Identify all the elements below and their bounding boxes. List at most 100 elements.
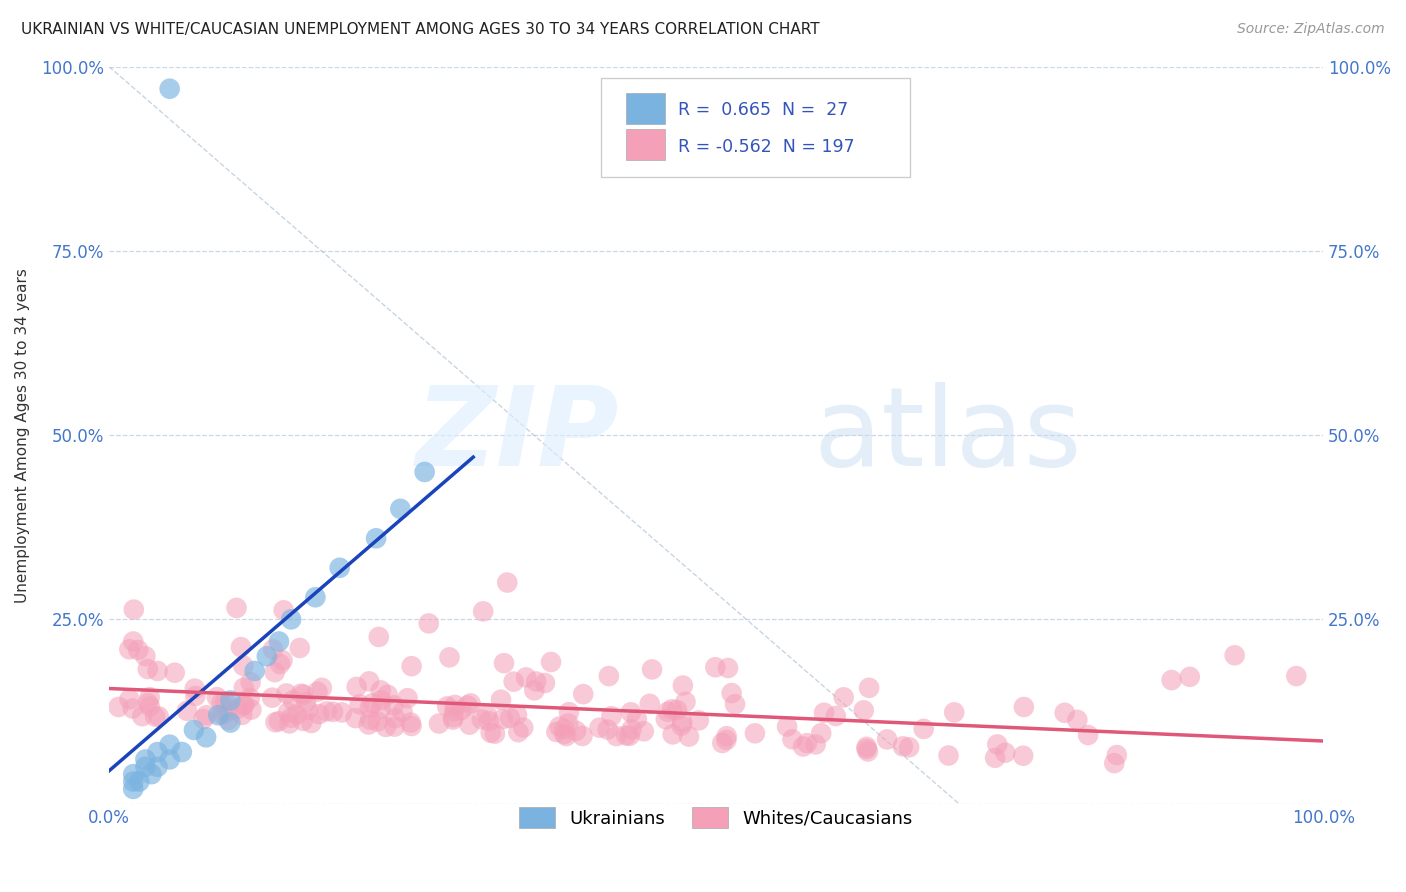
- Point: [782, 732, 804, 747]
- Point: [232, 658, 254, 673]
- Point: [672, 678, 695, 692]
- Point: [986, 738, 1008, 752]
- Point: [225, 600, 247, 615]
- Point: [107, 700, 129, 714]
- Point: [524, 674, 547, 689]
- Point: [291, 714, 314, 728]
- Point: [460, 697, 482, 711]
- Point: [215, 705, 238, 719]
- Point: [344, 711, 367, 725]
- Point: [256, 649, 278, 664]
- Point: [548, 720, 571, 734]
- Point: [912, 722, 935, 736]
- Point: [626, 712, 648, 726]
- Point: [401, 719, 423, 733]
- Point: [508, 725, 530, 739]
- Point: [620, 723, 643, 737]
- Point: [1077, 728, 1099, 742]
- Point: [523, 683, 546, 698]
- Point: [122, 602, 145, 616]
- Point: [1104, 756, 1126, 771]
- Point: [281, 693, 304, 707]
- Point: [176, 704, 198, 718]
- Point: [184, 689, 207, 703]
- Point: [413, 465, 436, 479]
- Text: ZIP: ZIP: [415, 382, 619, 489]
- Point: [418, 616, 440, 631]
- Point: [278, 716, 301, 731]
- Point: [159, 738, 181, 752]
- Point: [858, 681, 880, 695]
- FancyBboxPatch shape: [626, 93, 665, 124]
- Point: [557, 716, 579, 731]
- Point: [207, 708, 229, 723]
- Point: [195, 731, 218, 745]
- Point: [273, 603, 295, 617]
- Point: [267, 714, 290, 728]
- Point: [357, 717, 380, 731]
- Point: [209, 696, 232, 710]
- Point: [512, 721, 534, 735]
- Point: [134, 760, 156, 774]
- Point: [633, 724, 655, 739]
- Point: [605, 729, 627, 743]
- Point: [450, 703, 472, 717]
- Point: [876, 732, 898, 747]
- Point: [295, 695, 318, 709]
- Point: [804, 738, 827, 752]
- Point: [427, 716, 450, 731]
- Point: [506, 707, 529, 722]
- Point: [389, 501, 412, 516]
- Point: [458, 717, 481, 731]
- Point: [796, 736, 818, 750]
- Point: [297, 703, 319, 717]
- Point: [382, 698, 405, 713]
- Point: [994, 746, 1017, 760]
- Point: [290, 687, 312, 701]
- Point: [1160, 673, 1182, 687]
- Point: [139, 699, 162, 714]
- Point: [292, 688, 315, 702]
- Point: [614, 729, 637, 743]
- Point: [367, 714, 389, 729]
- Point: [479, 725, 502, 739]
- Point: [263, 665, 285, 680]
- Point: [943, 706, 966, 720]
- Point: [499, 711, 522, 725]
- Point: [475, 707, 498, 722]
- Point: [370, 683, 392, 698]
- Point: [143, 709, 166, 723]
- Point: [159, 81, 181, 95]
- Point: [515, 670, 537, 684]
- Point: [443, 704, 465, 718]
- Point: [484, 726, 506, 740]
- Point: [553, 727, 575, 741]
- Point: [492, 656, 515, 670]
- Point: [399, 715, 422, 730]
- Point: [641, 662, 664, 676]
- Point: [195, 708, 218, 723]
- Point: [1285, 669, 1308, 683]
- Point: [183, 723, 205, 737]
- Point: [571, 729, 593, 743]
- Point: [243, 664, 266, 678]
- Point: [262, 690, 284, 705]
- Point: [810, 726, 832, 740]
- Point: [184, 681, 207, 696]
- Point: [233, 698, 256, 712]
- Point: [330, 706, 353, 720]
- Point: [824, 709, 846, 723]
- Point: [146, 745, 169, 759]
- Point: [619, 729, 641, 743]
- Point: [441, 713, 464, 727]
- Point: [118, 642, 141, 657]
- Point: [1066, 713, 1088, 727]
- Point: [439, 650, 461, 665]
- Y-axis label: Unemployment Among Ages 30 to 34 years: Unemployment Among Ages 30 to 34 years: [15, 268, 30, 603]
- Point: [716, 729, 738, 743]
- Point: [122, 767, 145, 781]
- Point: [565, 723, 588, 738]
- Point: [359, 713, 381, 727]
- Point: [744, 726, 766, 740]
- Point: [370, 702, 392, 716]
